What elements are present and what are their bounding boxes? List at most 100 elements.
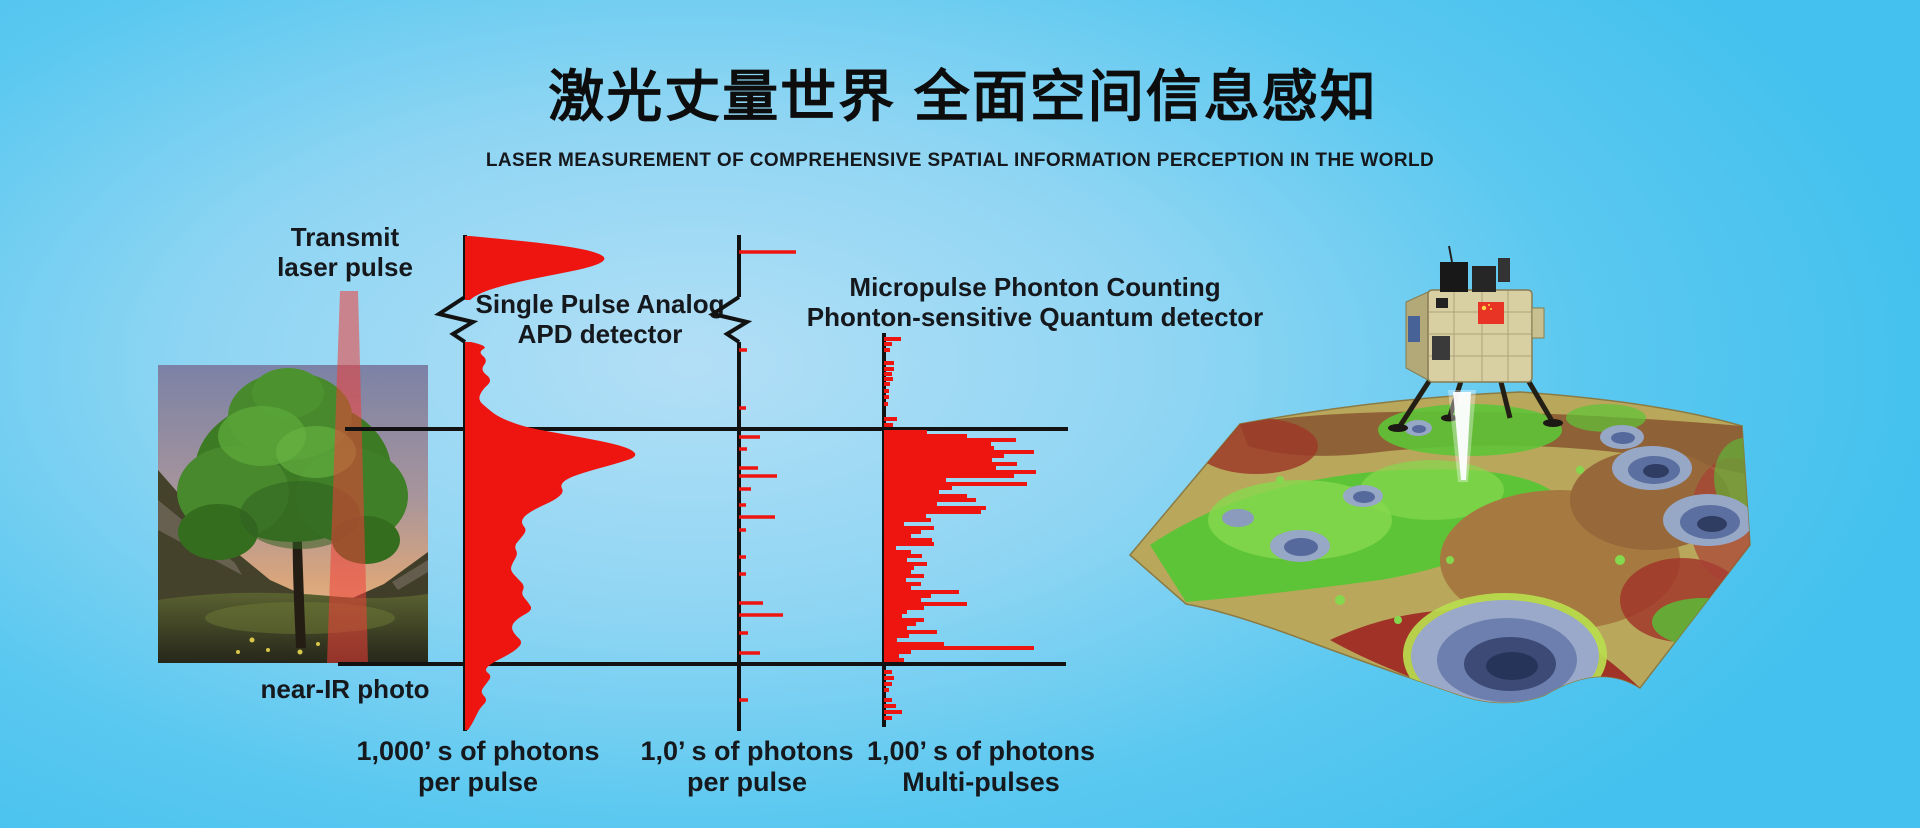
micropulse-photon-counting-histogram-bar <box>884 594 931 598</box>
single-photon-return-ticks-bar <box>739 348 747 352</box>
terrain-map <box>1128 391 1751 704</box>
single-photon-return-ticks-bar <box>739 515 775 519</box>
micropulse-photon-counting-histogram-bar <box>884 614 902 618</box>
transmit-label-line2: laser pulse <box>277 252 413 282</box>
micropulse-photon-counting-histogram-bar <box>884 586 911 590</box>
micropulse-photon-counting-histogram-bar <box>884 630 937 634</box>
micropulse-photon-counting-histogram-bar <box>884 626 907 630</box>
single-photon-return-ticks-bar <box>739 651 760 655</box>
lunar-lander <box>1388 245 1563 482</box>
micropulse-photon-counting-histogram-bar <box>884 430 927 434</box>
single-photon-return-ticks-bar <box>739 572 746 576</box>
apd-label-line1: Single Pulse Analog <box>475 289 725 319</box>
lander-laser-beam <box>1453 392 1471 480</box>
single-photon-return-ticks-bar <box>739 435 760 439</box>
micropulse-photon-counting-histogram-bar <box>884 578 906 582</box>
micropulse-photon-counting-histogram-bar <box>884 606 924 610</box>
micropulse-photon-counting-histogram-bar <box>884 438 1016 442</box>
transmit-pulse-waveform <box>465 236 605 300</box>
micropulse-photon-counting-histogram-bar <box>884 598 921 602</box>
micropulse-photon-counting-histogram-bar <box>884 670 892 674</box>
quantum-label-line2: Phonton-sensitive Quantum detector <box>806 302 1264 332</box>
single-photon-return-ticks-bar <box>739 601 763 605</box>
micropulse-photon-counting-histogram-bar <box>884 482 1027 486</box>
micropulse-photon-counting-histogram-bar <box>884 582 921 586</box>
single-photon-return-ticks-axis-break <box>708 295 753 344</box>
micropulse-photon-counting-histogram-bar <box>884 554 922 558</box>
micropulse-photon-counting-histogram-bar <box>884 478 946 482</box>
micropulse-photon-counting-histogram-bar <box>884 372 892 376</box>
caption-photons-per-pulse-2: 1,0’ s of photons per pulse <box>640 736 854 797</box>
micropulse-photon-counting-histogram-bar <box>884 490 939 494</box>
micropulse-photon-counting-histogram-bar <box>884 618 924 622</box>
micropulse-photon-counting-histogram-bar <box>884 646 1034 650</box>
micropulse-photon-counting-histogram-bar <box>884 526 934 530</box>
micropulse-photon-counting-histogram-bar <box>884 348 890 352</box>
single-photon-return-ticks-bar <box>739 447 747 451</box>
apd-detector-label: Single Pulse Analog APD detector <box>476 289 725 349</box>
micropulse-photon-counting-histogram-bar <box>884 423 893 427</box>
crater-cluster-right <box>1600 425 1750 546</box>
tree-photo <box>158 365 428 663</box>
grass-tufts <box>236 637 320 655</box>
single-photon-return-ticks-bar <box>739 474 777 478</box>
transmit-laser-beam <box>327 291 368 663</box>
micropulse-photon-counting-histogram-bar <box>884 522 904 526</box>
single-photon-return-ticks-bar <box>739 487 751 491</box>
caption-photons-per-pulse-1: 1,000’ s of photons per pulse <box>356 736 600 797</box>
micropulse-photon-counting-histogram-bar <box>884 676 894 680</box>
micropulse-photon-counting-histogram-bar <box>884 538 932 542</box>
micropulse-photon-counting-histogram-bar <box>884 395 889 399</box>
micropulse-photon-counting-histogram-bar <box>884 698 892 702</box>
caption-photons-multi-pulses: 1,00’ s of photons Multi-pulses <box>866 736 1096 797</box>
micropulse-photon-counting-histogram-bar <box>884 377 893 381</box>
micropulse-photon-counting-histogram-bar <box>884 446 994 450</box>
china-flag <box>1478 302 1504 324</box>
micropulse-photon-counting-histogram-bar <box>884 494 967 498</box>
micropulse-photon-counting-histogram-bar <box>884 434 967 438</box>
micropulse-photon-counting-histogram-bar <box>884 458 992 462</box>
micropulse-photon-counting-histogram-bar <box>884 514 926 518</box>
micropulse-photon-counting-histogram-bar <box>884 442 991 446</box>
micropulse-photon-counting-histogram-bar <box>884 642 944 646</box>
micropulse-photon-counting-histogram-bar <box>884 510 981 514</box>
micropulse-photon-counting-histogram-bar <box>884 546 896 550</box>
quantum-label-line1: Micropulse Phonton Counting <box>849 272 1221 302</box>
micropulse-photon-counting-histogram-bar <box>884 602 967 606</box>
micropulse-photon-counting-histogram-bar <box>884 506 986 510</box>
micropulse-photon-counting-histogram-bar <box>884 498 976 502</box>
single-photon-return-ticks-bar <box>739 406 746 410</box>
micropulse-photon-counting-histogram-bar <box>884 454 1004 458</box>
micropulse-photon-counting-histogram-bar <box>884 466 996 470</box>
micropulse-photon-counting-histogram-bar <box>884 688 889 692</box>
apd-label-line2: APD detector <box>517 319 683 349</box>
micropulse-photon-counting-histogram-bar <box>884 402 888 406</box>
micropulse-photon-counting-histogram-bar <box>884 367 894 371</box>
terrain-bumps <box>1276 466 1625 624</box>
micropulse-photon-counting-histogram-bar <box>884 486 952 490</box>
transmit-label-line1: Transmit <box>290 222 400 252</box>
single-photon-return-ticks-bar <box>739 250 796 254</box>
micropulse-photon-counting-histogram-bar <box>884 704 896 708</box>
single-pulse-analog-apd-waveform-axis-break <box>434 295 479 344</box>
single-photon-return-ticks-bar <box>739 503 746 507</box>
single-photon-return-ticks-bar <box>739 466 758 470</box>
micropulse-photon-counting-histogram-bar <box>884 558 907 562</box>
page-subtitle: LASER MEASUREMENT OF COMPREHENSIVE SPATI… <box>485 150 1435 171</box>
micropulse-photon-counting-histogram-bar <box>884 361 894 365</box>
micropulse-photon-counting-histogram-bar <box>884 716 892 720</box>
micropulse-photon-counting-histogram-bar <box>884 542 934 546</box>
micropulse-photon-counting-histogram-bar <box>884 470 1036 474</box>
micropulse-photon-counting-histogram-bar <box>884 654 899 658</box>
micropulse-photon-counting-histogram-bar <box>884 474 1014 478</box>
micropulse-photon-counting-histogram-bar <box>884 682 892 686</box>
micropulse-photon-counting-histogram-bar <box>884 622 916 626</box>
micropulse-photon-counting-histogram-bar <box>884 530 921 534</box>
single-photon-return-ticks-bar <box>739 631 748 635</box>
micropulse-photon-counting-histogram-bar <box>884 389 889 393</box>
micropulse-photon-counting-histogram-bar <box>884 562 927 566</box>
micropulse-photon-counting-histogram-bar <box>884 534 911 538</box>
micropulse-photon-counting-histogram-bar <box>884 634 909 638</box>
micropulse-photon-counting-histogram-bar <box>884 658 904 662</box>
